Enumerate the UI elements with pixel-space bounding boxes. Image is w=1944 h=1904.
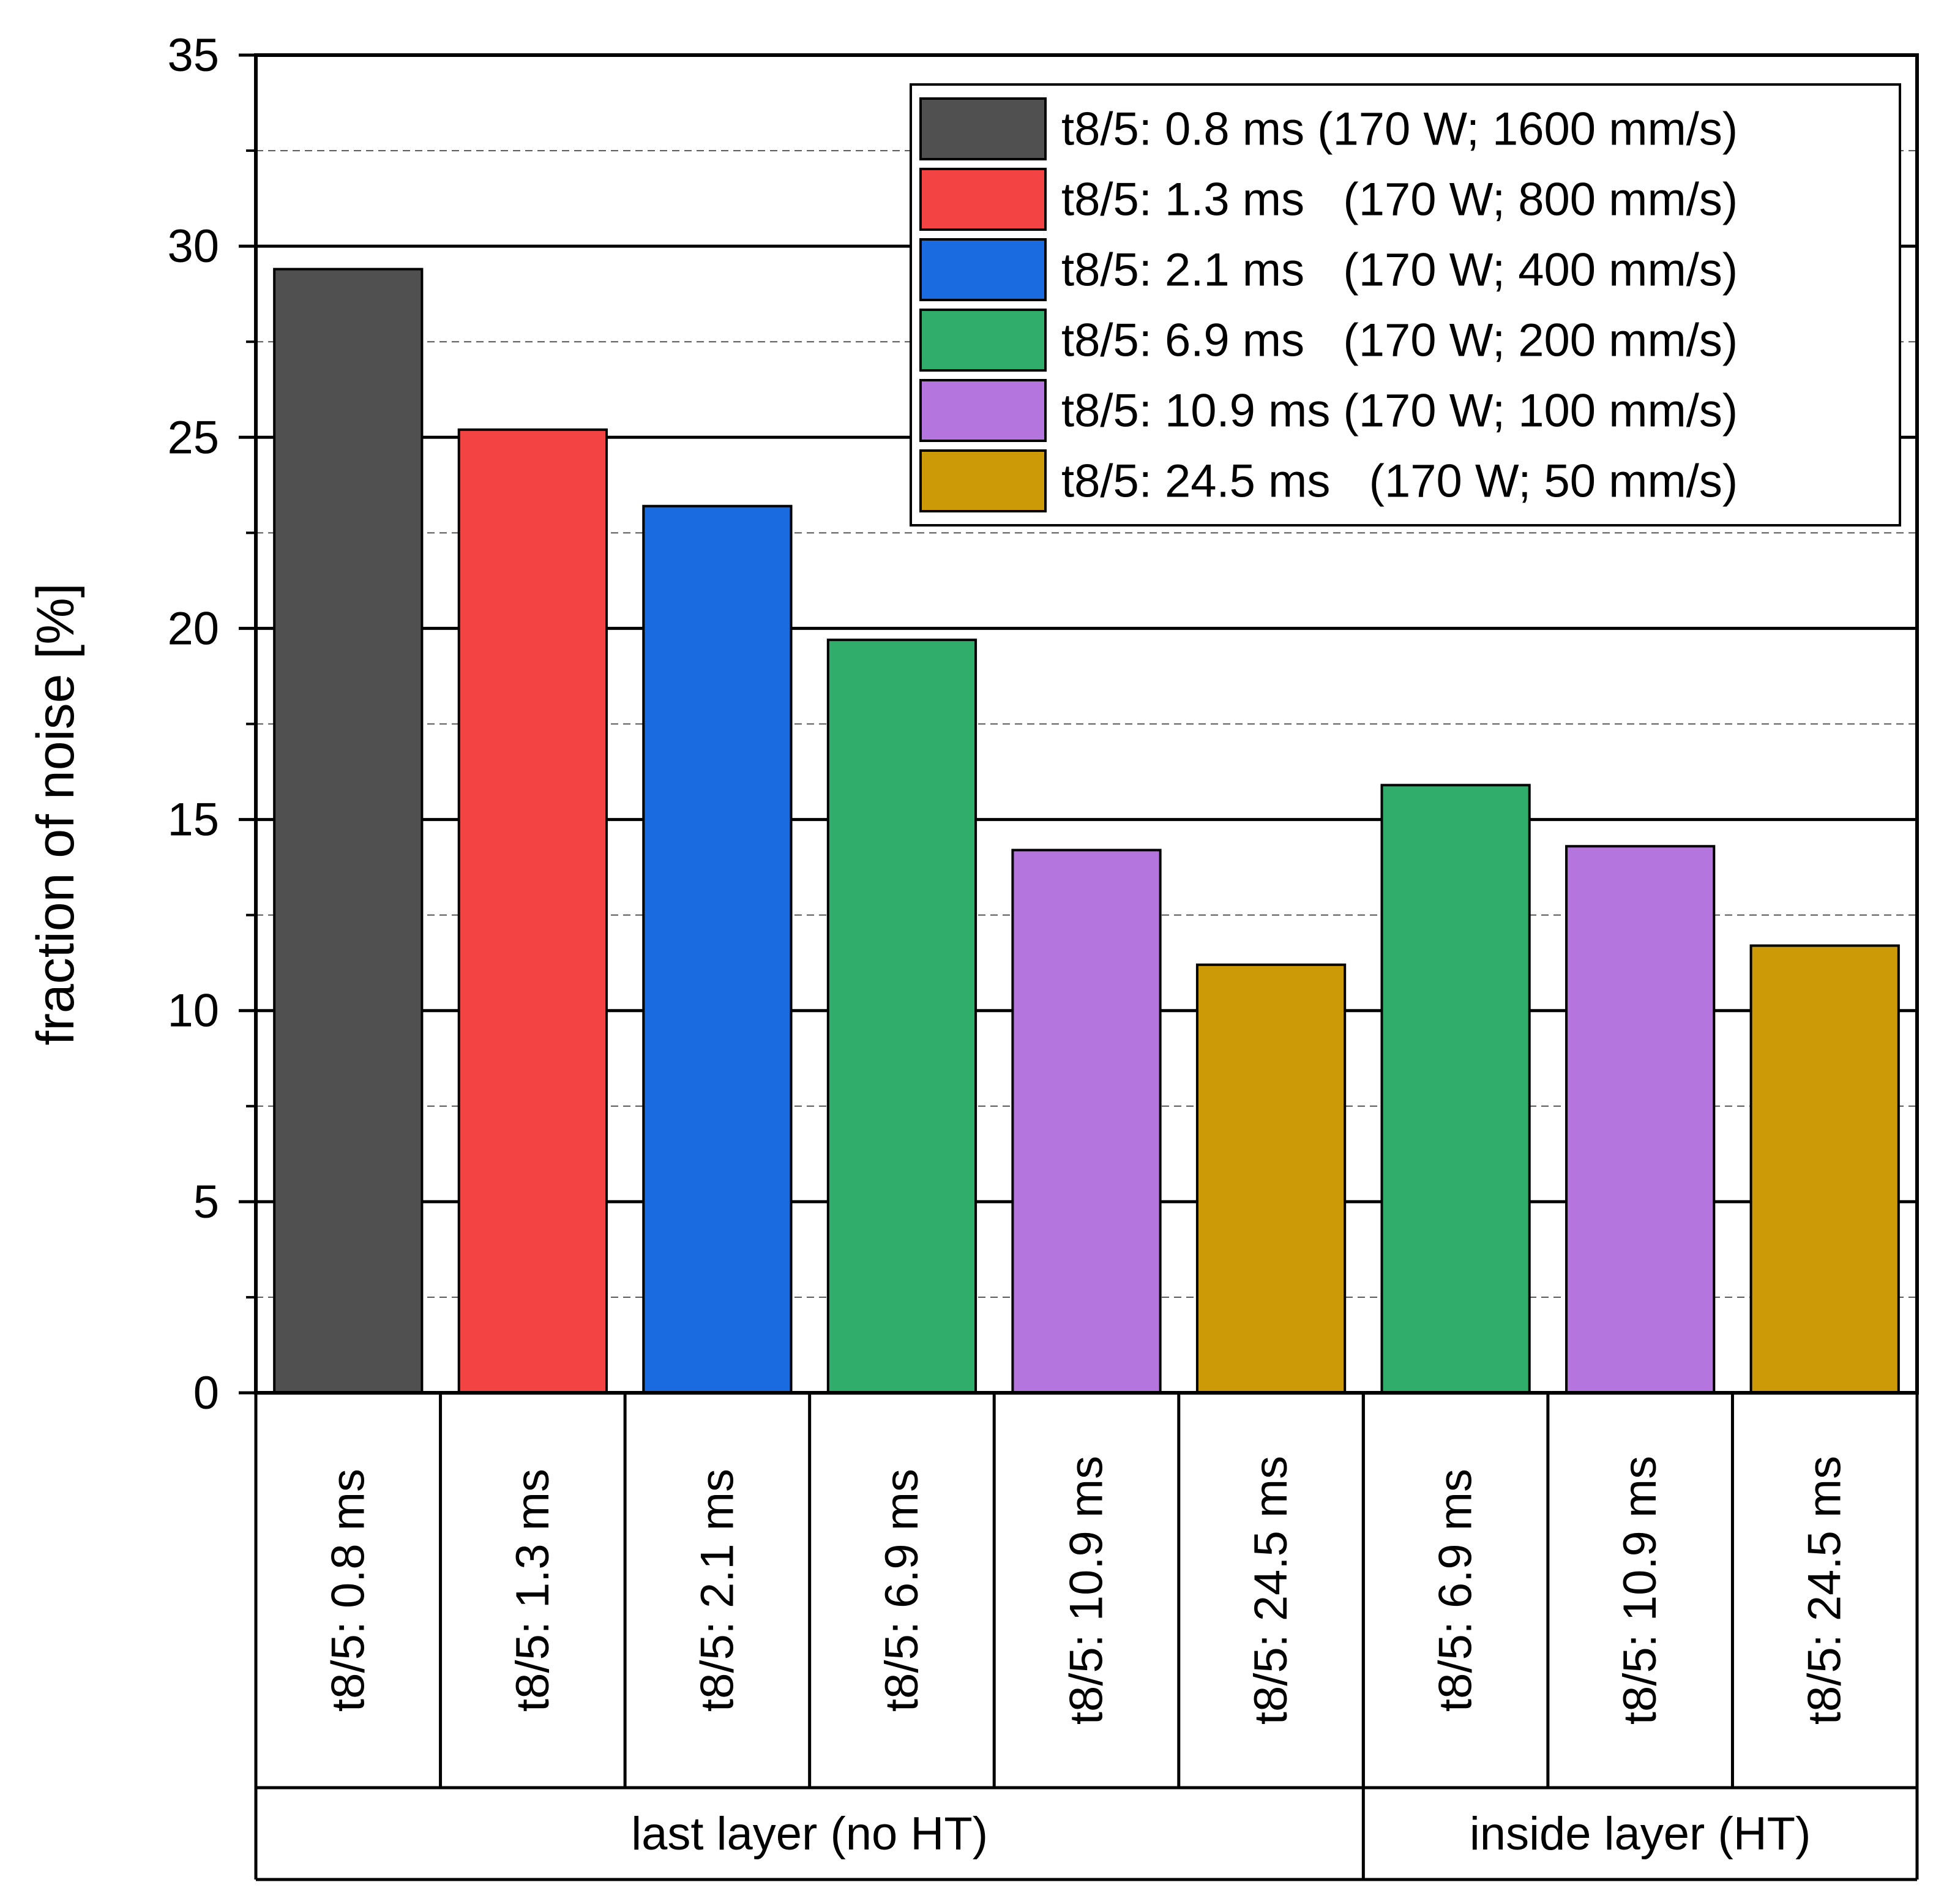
legend-label: t8/5: 6.9 ms (170 W; 200 mm/s) <box>1061 315 1738 367</box>
y-ticks: 0 5 10 15 20 25 30 35 <box>167 29 256 1419</box>
category-label: t8/5: 10.9 ms <box>1061 1456 1113 1725</box>
category-label: t8/5: 24.5 ms <box>1799 1456 1851 1725</box>
category-label: t8/5: 6.9 ms <box>876 1469 928 1712</box>
bar <box>1195 963 1347 1395</box>
category-label: t8/5: 6.9 ms <box>1430 1469 1482 1712</box>
bar <box>1380 784 1531 1394</box>
category-label: t8/5: 2.1 ms <box>691 1469 743 1712</box>
bars <box>273 268 1900 1395</box>
legend-label: t8/5: 2.1 ms (170 W; 400 mm/s) <box>1061 244 1738 296</box>
bar <box>457 428 608 1394</box>
y-tick-label: 5 <box>193 1176 219 1228</box>
y-tick-label: 0 <box>193 1367 219 1419</box>
bar <box>826 639 978 1394</box>
legend-swatch <box>919 449 1047 512</box>
legend-swatch <box>919 168 1047 231</box>
category-label: t8/5: 24.5 ms <box>1245 1456 1297 1725</box>
category-label: t8/5: 1.3 ms <box>507 1469 559 1712</box>
legend-box <box>910 83 1901 527</box>
y-tick-label: 35 <box>167 29 219 81</box>
legend-label: t8/5: 0.8 ms (170 W; 1600 mm/s) <box>1061 103 1738 156</box>
bar <box>1565 845 1716 1395</box>
legend-swatch <box>919 97 1047 160</box>
legend-swatch <box>919 238 1047 301</box>
y-tick-label: 30 <box>167 220 219 272</box>
bar <box>642 504 793 1395</box>
y-tick-label: 10 <box>167 985 219 1037</box>
category-label: t8/5: 10.9 ms <box>1614 1456 1666 1725</box>
y-tick-label: 20 <box>167 602 219 654</box>
group-label: inside layer (HT) <box>1470 1808 1811 1860</box>
bar <box>1011 849 1162 1394</box>
legend: t8/5: 0.8 ms (170 W; 1600 mm/s) t8/5: 1.3… <box>910 83 1901 527</box>
group-label: last layer (no HT) <box>631 1808 988 1860</box>
y-tick-label: 15 <box>167 794 219 846</box>
y-tick-label: 25 <box>167 411 219 463</box>
legend-swatch <box>919 379 1047 442</box>
category-labels: t8/5: 0.8 ms t8/5: 1.3 ms t8/5: 2.1 ms t8/5… <box>254 1393 1919 1881</box>
legend-swatch <box>919 309 1047 372</box>
category-label: t8/5: 0.8 ms <box>322 1469 374 1712</box>
legend-label: t8/5: 10.9 ms (170 W; 100 mm/s) <box>1061 385 1738 437</box>
y-axis-label: fraction of noise [%] <box>26 583 85 1045</box>
legend-label: t8/5: 24.5 ms (170 W; 50 mm/s) <box>1061 455 1738 508</box>
legend-label: t8/5: 1.3 ms (170 W; 800 mm/s) <box>1061 174 1738 226</box>
bar <box>273 268 424 1395</box>
bar <box>1749 944 1900 1394</box>
